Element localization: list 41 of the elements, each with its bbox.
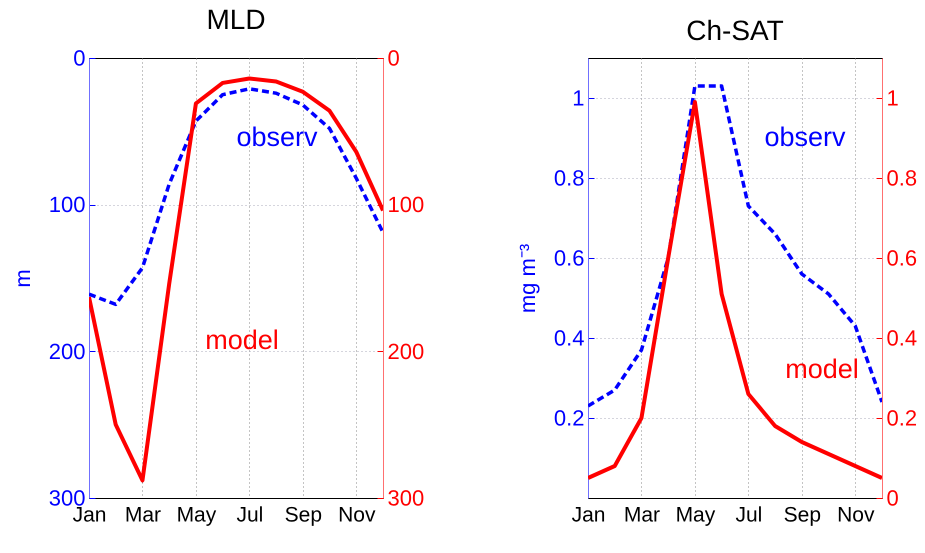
y2-tick-label: 0.8 — [886, 166, 918, 190]
x-tick-label: Jul — [236, 504, 264, 526]
y2-tick-label: 1 — [886, 86, 899, 110]
y2-tick-label: 0 — [388, 46, 400, 70]
series-label: observ — [236, 122, 318, 152]
y2-tick-label: 0.4 — [886, 326, 918, 350]
x-tick-label: May — [176, 504, 217, 526]
x-tick-label: Nov — [837, 504, 875, 526]
y-tick-label: 100 — [48, 192, 86, 218]
line-series — [588, 100, 882, 480]
y-tick-label: 0.2 — [554, 406, 584, 430]
y2-tick-label: 100 — [388, 192, 424, 218]
chart-title: MLD — [206, 4, 266, 35]
x-tick-label: Jan — [572, 504, 606, 526]
y2-tick-label: 0 — [886, 486, 899, 510]
line-series — [89, 87, 383, 306]
y2-tick-label: 300 — [388, 486, 424, 510]
x-tick-label: Jul — [735, 504, 762, 526]
x-tick-label: May — [676, 504, 716, 526]
line-series — [89, 76, 383, 482]
line-series — [588, 84, 882, 408]
x-tick-label: Nov — [338, 504, 376, 526]
x-tick-label: Mar — [624, 504, 660, 526]
x-tick-label: Mar — [124, 504, 162, 526]
x-tick-label: Sep — [784, 504, 822, 526]
y-tick-label: 200 — [48, 338, 86, 364]
y-tick-label: 1 — [572, 86, 584, 110]
series-label: model — [205, 325, 279, 355]
series-label: model — [785, 354, 859, 384]
y-axis-title: m — [10, 269, 35, 288]
series-label: observ — [764, 122, 846, 152]
y2-tick-label: 0.2 — [886, 406, 918, 430]
y-tick-label: 0.8 — [554, 166, 584, 190]
y-axis-title: mg m⁻³ — [514, 244, 540, 314]
y-tick-label: 0.6 — [554, 246, 584, 270]
y-tick-label: 0 — [73, 46, 86, 70]
x-tick-label: Sep — [284, 504, 322, 526]
chart-title: Ch-SAT — [686, 15, 784, 46]
y2-tick-label: 200 — [388, 338, 424, 364]
y2-tick-label: 0.6 — [886, 246, 918, 270]
y-tick-label: 0.4 — [554, 326, 584, 350]
